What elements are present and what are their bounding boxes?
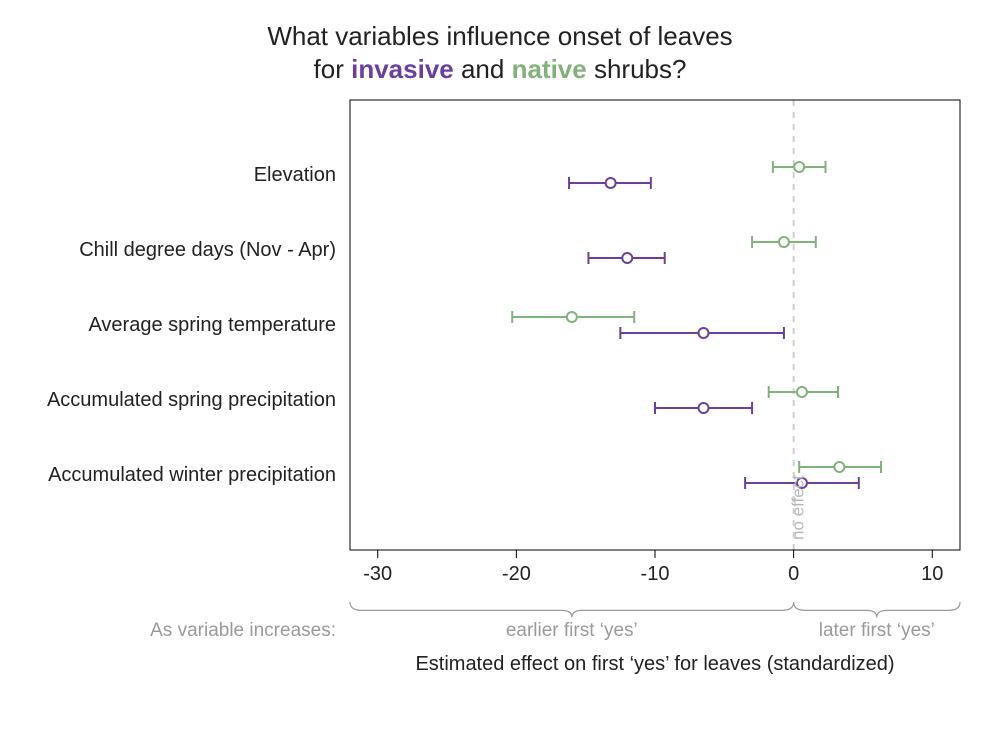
- point-marker: [606, 178, 616, 188]
- estimate-invasive: [569, 177, 651, 189]
- point-marker: [622, 253, 632, 263]
- earlier-bracket-label: earlier first ‘yes’: [506, 620, 638, 641]
- earlier-bracket: [350, 602, 794, 617]
- estimate-native: [799, 461, 881, 473]
- point-marker: [567, 312, 577, 322]
- x-tick-label: 10: [921, 563, 943, 585]
- y-category-label: Average spring temperature: [88, 314, 336, 336]
- y-category-label: Accumulated spring precipitation: [47, 389, 336, 411]
- title-invasive-word: invasive: [351, 54, 454, 84]
- as-variable-increases-label: As variable increases:: [150, 620, 336, 641]
- estimate-native: [769, 386, 838, 398]
- title-native-word: native: [512, 54, 587, 84]
- title-and: and: [454, 54, 512, 84]
- title-suffix: shrubs?: [587, 54, 687, 84]
- estimate-invasive: [655, 402, 752, 414]
- chart-stage: { "canvas": { "width": 1000, "height": 7…: [0, 0, 1000, 730]
- title-line-1: What variables influence onset of leaves: [0, 20, 1000, 53]
- point-marker: [794, 162, 804, 172]
- point-marker: [699, 403, 709, 413]
- estimate-native: [773, 161, 826, 173]
- x-axis-title: Estimated effect on first ‘yes’ for leav…: [415, 653, 894, 675]
- title-prefix: for: [314, 54, 352, 84]
- point-marker: [779, 237, 789, 247]
- estimate-invasive: [620, 327, 784, 339]
- forest-plot: -30 -20 -10 0 10 Elevation Chill degree days (…: [0, 0, 1000, 730]
- x-tick-label: -30: [363, 563, 392, 585]
- later-bracket-label: later first ‘yes’: [819, 620, 935, 641]
- x-tick-label: 0: [788, 563, 799, 585]
- point-marker: [699, 328, 709, 338]
- x-tick-label: -10: [641, 563, 670, 585]
- later-bracket: [794, 602, 960, 617]
- x-tick-label: -20: [502, 563, 531, 585]
- estimate-invasive: [588, 252, 664, 264]
- no-effect-label: no effect: [789, 475, 808, 540]
- y-category-label: Accumulated winter precipitation: [48, 464, 336, 486]
- estimate-native: [512, 311, 634, 323]
- estimate-native: [752, 236, 816, 248]
- title-line-2: for invasive and native shrubs?: [0, 53, 1000, 86]
- chart-title: What variables influence onset of leaves…: [0, 20, 1000, 85]
- y-category-label: Chill degree days (Nov - Apr): [79, 239, 336, 261]
- point-marker: [834, 462, 844, 472]
- y-category-label: Elevation: [254, 164, 336, 186]
- plot-border: [350, 100, 960, 550]
- point-marker: [797, 387, 807, 397]
